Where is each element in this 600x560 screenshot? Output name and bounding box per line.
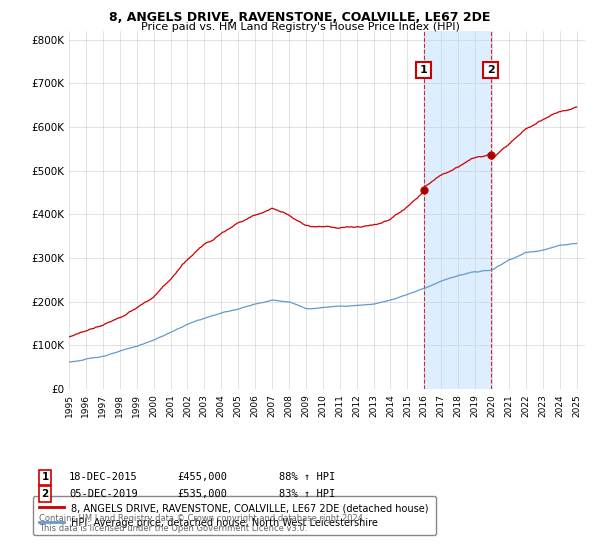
Text: 1: 1 [41, 472, 49, 482]
Text: 1: 1 [420, 65, 427, 75]
Text: 2: 2 [41, 489, 49, 499]
Bar [424, 31, 491, 389]
Text: 05-DEC-2019: 05-DEC-2019 [69, 489, 138, 499]
Text: £455,000: £455,000 [177, 472, 227, 482]
Legend: 8, ANGELS DRIVE, RAVENSTONE, COALVILLE, LE67 2DE (detached house), HPI: Average : 8, ANGELS DRIVE, RAVENSTONE, COALVILLE, … [32, 496, 436, 535]
Text: 83% ↑ HPI: 83% ↑ HPI [279, 489, 335, 499]
Text: Price paid vs. HM Land Registry's House Price Index (HPI): Price paid vs. HM Land Registry's House … [140, 22, 460, 32]
Text: 88% ↑ HPI: 88% ↑ HPI [279, 472, 335, 482]
Text: 2: 2 [487, 65, 494, 75]
Text: Contains HM Land Registry data © Crown copyright and database right 2024.
This d: Contains HM Land Registry data © Crown c… [39, 514, 365, 534]
Text: 18-DEC-2015: 18-DEC-2015 [69, 472, 138, 482]
Text: 8, ANGELS DRIVE, RAVENSTONE, COALVILLE, LE67 2DE: 8, ANGELS DRIVE, RAVENSTONE, COALVILLE, … [109, 11, 491, 24]
Text: £535,000: £535,000 [177, 489, 227, 499]
